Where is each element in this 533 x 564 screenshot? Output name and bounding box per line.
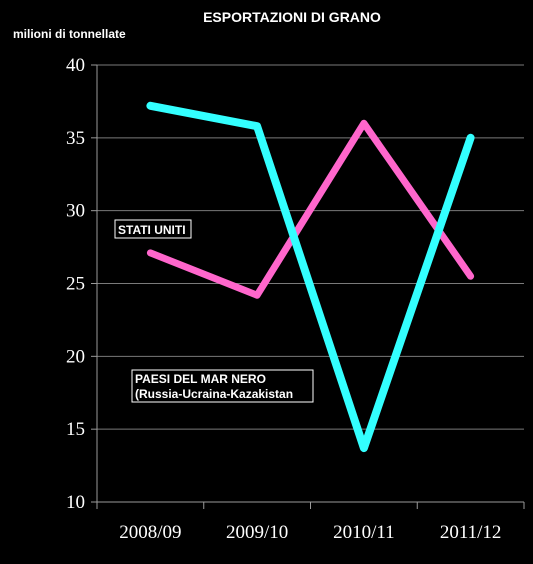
y-tick-label-40: 40 <box>66 55 85 76</box>
axes <box>91 64 525 509</box>
y-tick-label-35: 35 <box>66 128 85 149</box>
label-box-mar-nero <box>131 369 314 403</box>
x-tick-labels: 2008/09 2009/10 2010/11 2011/12 <box>119 522 501 543</box>
y-axis-label: milioni di tonnellate <box>13 27 126 41</box>
y-tick-label-25: 25 <box>66 274 85 295</box>
label-stati-uniti: STATI UNITI <box>118 223 186 237</box>
x-tick-label-3: 2011/12 <box>440 522 502 543</box>
y-tick-label-10: 10 <box>66 492 85 513</box>
x-tick-label-1: 2009/10 <box>226 522 288 543</box>
y-tick-labels: 10 15 20 25 30 35 40 <box>66 55 85 513</box>
chart-title: ESPORTAZIONI DI GRANO <box>203 9 381 25</box>
x-tick-label-0: 2008/09 <box>119 522 181 543</box>
series-labels: STATI UNITI PAESI DEL MAR NERO (Russia-U… <box>114 219 314 403</box>
x-tick-label-2: 2010/11 <box>333 522 395 543</box>
y-tick-label-15: 15 <box>66 419 85 440</box>
series-lines <box>146 101 475 453</box>
label-box-stati-uniti <box>114 219 192 239</box>
label-mar-nero-countries: (Russia-Ucraina-Kazakistan <box>135 387 293 401</box>
series-line-1 <box>146 101 475 453</box>
label-mar-nero: PAESI DEL MAR NERO <box>135 372 266 386</box>
y-tick-label-20: 20 <box>66 346 85 367</box>
y-tick-label-30: 30 <box>66 201 85 222</box>
series-line-0 <box>146 119 475 299</box>
